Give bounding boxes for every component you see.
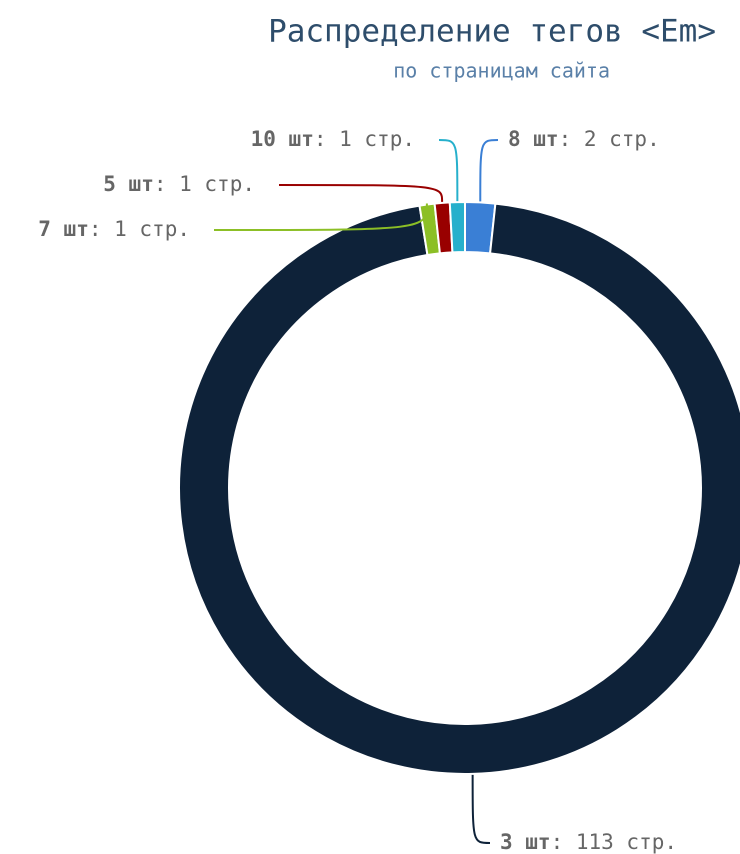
slice-label: 10 шт: 1 стр. bbox=[251, 127, 415, 151]
slice-value-label: : 1 стр. bbox=[314, 127, 415, 151]
donut-slice bbox=[448, 200, 466, 254]
leader-line bbox=[471, 774, 491, 844]
slice-category: 3 шт bbox=[500, 830, 551, 854]
leader-line bbox=[479, 139, 499, 202]
slice-label: 5 шт: 1 стр. bbox=[103, 172, 255, 196]
slice-value-label: : 113 стр. bbox=[551, 830, 677, 854]
slice-value-label: : 2 стр. bbox=[559, 127, 660, 151]
slice-category: 8 шт bbox=[508, 127, 559, 151]
slice-value-label: : 1 стр. bbox=[154, 172, 255, 196]
chart-title: Распределение тегов <Em> bbox=[268, 14, 716, 50]
leader-line bbox=[438, 139, 459, 202]
slice-category: 7 шт bbox=[38, 217, 89, 241]
donut-slice bbox=[178, 202, 740, 775]
slice-category: 10 шт bbox=[251, 127, 314, 151]
slice-label: 3 шт: 113 стр. bbox=[500, 830, 677, 854]
leader-line bbox=[278, 184, 444, 202]
chart-subtitle: по страницам сайта bbox=[393, 59, 610, 83]
slice-value-label: : 1 стр. bbox=[89, 217, 190, 241]
leader-line bbox=[213, 203, 428, 231]
slice-category: 5 шт bbox=[103, 172, 154, 196]
slice-label: 8 шт: 2 стр. bbox=[508, 127, 660, 151]
slice-label: 7 шт: 1 стр. bbox=[38, 217, 190, 241]
